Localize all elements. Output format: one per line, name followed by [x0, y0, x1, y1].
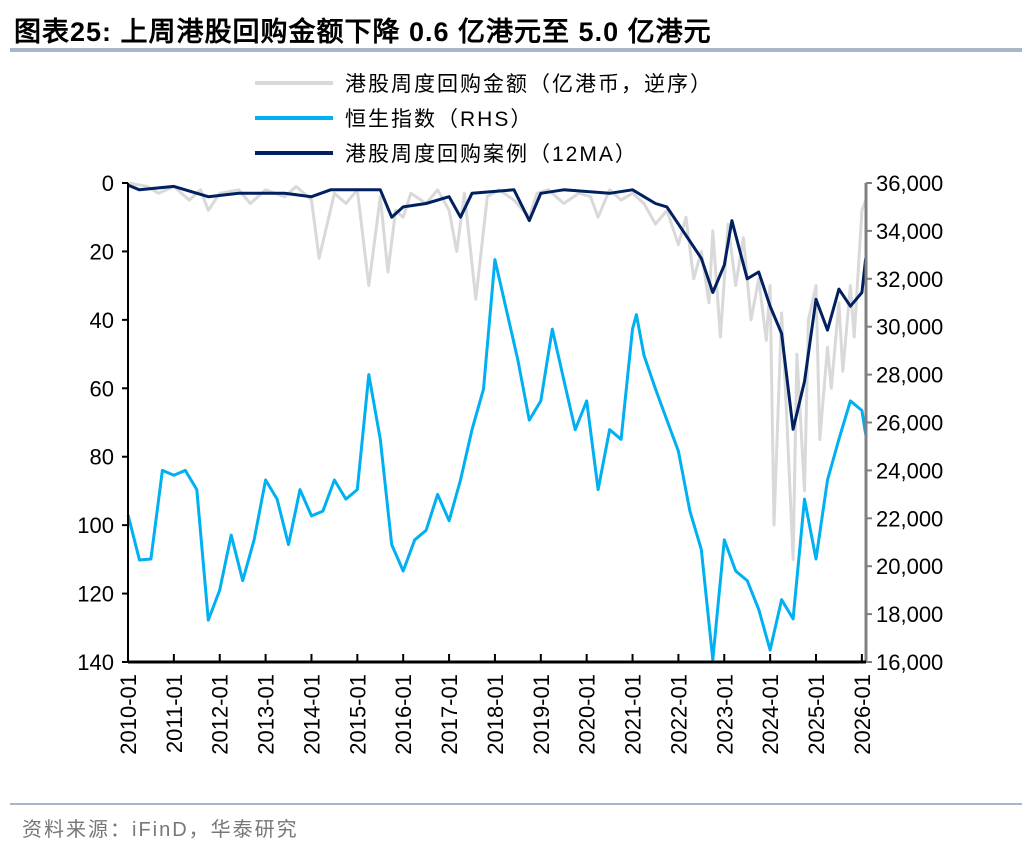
right-tick-label: 34,000 [876, 219, 943, 244]
x-tick-label: 2014-01 [299, 674, 324, 755]
x-tick-label: 2021-01 [621, 674, 646, 755]
series-line-0 [127, 181, 868, 561]
right-tick-label: 28,000 [876, 363, 943, 388]
legend-label-2: 港股周度回购案例（12MA） [345, 143, 638, 166]
left-tick-label: 60 [90, 376, 114, 401]
chart-title: 图表25: 上周港股回购金额下降 0.6 亿港元至 5.0 亿港元 [14, 17, 712, 47]
right-tick-label: 36,000 [876, 171, 943, 196]
x-tick-label: 2025-01 [804, 674, 829, 755]
left-tick-label: 80 [90, 445, 114, 470]
x-tick-label: 2011-01 [162, 674, 187, 753]
left-tick-label: 120 [77, 582, 114, 607]
series-line-2 [127, 183, 868, 431]
x-tick-label: 2023-01 [712, 674, 737, 755]
left-tick-label: 40 [90, 308, 114, 333]
left-tick-label: 0 [102, 171, 114, 196]
x-tick-label: 2015-01 [345, 674, 370, 755]
title-divider [10, 48, 1022, 52]
x-tick-label: 2016-01 [391, 674, 416, 755]
x-tick-label: 2017-01 [437, 674, 462, 755]
x-tick-label: 2026-01 [850, 674, 875, 755]
legend-label-1: 恒生指数（RHS） [345, 108, 533, 131]
x-tick-label: 2018-01 [483, 674, 508, 755]
right-tick-label: 26,000 [876, 411, 943, 436]
x-tick-label: 2012-01 [208, 674, 233, 755]
right-tick-label: 24,000 [876, 458, 943, 483]
right-tick-label: 30,000 [876, 315, 943, 340]
x-tick-label: 2010-01 [116, 674, 141, 755]
source-note: 资料来源：iFinD，华泰研究 [22, 819, 299, 841]
x-tick-label: 2024-01 [758, 674, 783, 755]
left-tick-label: 140 [77, 650, 114, 675]
left-tick-label: 20 [90, 239, 114, 264]
x-tick-label: 2022-01 [666, 674, 691, 755]
footer-divider [10, 803, 1022, 805]
right-tick-label: 18,000 [876, 602, 943, 627]
series-line-1 [126, 258, 868, 662]
right-tick-label: 16,000 [876, 650, 943, 675]
x-tick-label: 2020-01 [575, 674, 600, 755]
right-tick-label: 22,000 [876, 506, 943, 531]
right-tick-label: 32,000 [876, 267, 943, 292]
right-tick-label: 20,000 [876, 554, 943, 579]
x-tick-label: 2013-01 [254, 674, 279, 755]
legend-label-0: 港股周度回购金额（亿港币，逆序） [345, 73, 713, 96]
x-tick-label: 2019-01 [529, 674, 554, 755]
left-tick-label: 100 [77, 513, 114, 538]
